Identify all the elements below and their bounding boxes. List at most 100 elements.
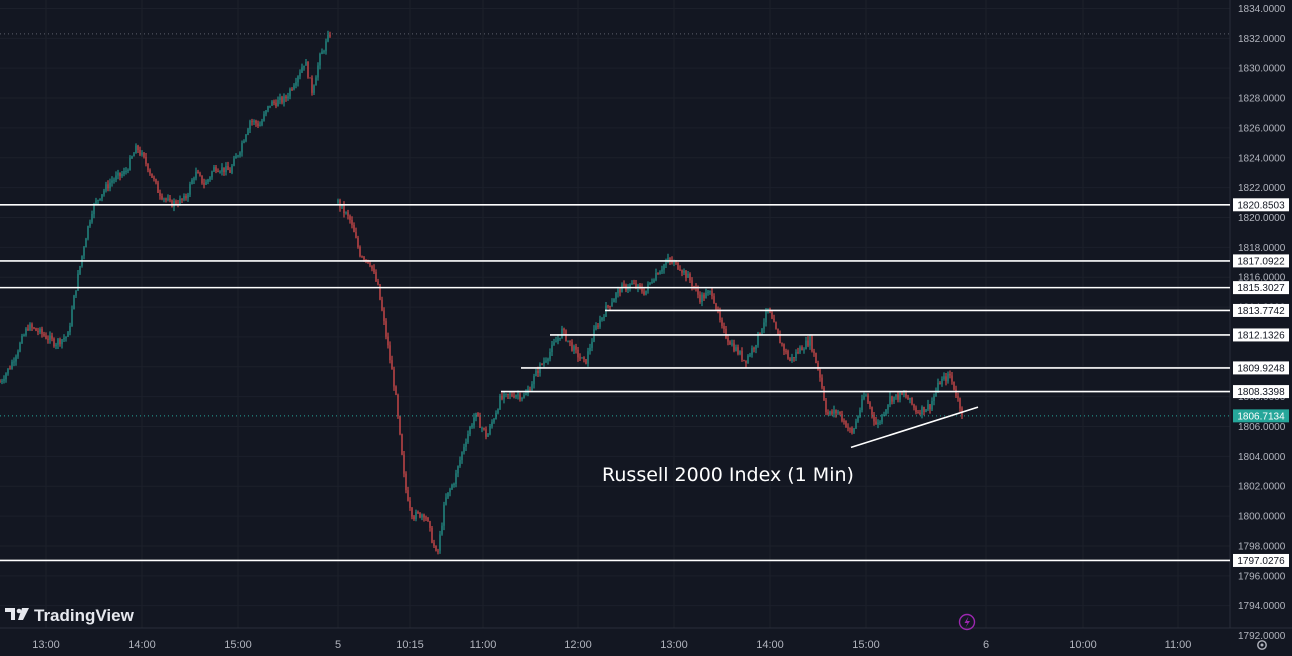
time-tick-label: 12:00 [564, 639, 592, 651]
candle-body [551, 344, 553, 353]
candle-body [867, 395, 869, 403]
candle-body [671, 260, 673, 264]
candle-body [731, 343, 733, 345]
candle-body [131, 156, 133, 159]
candle-body [303, 65, 305, 68]
price-tick-label: 1804.0000 [1238, 452, 1286, 463]
candle-body [783, 344, 785, 351]
candle-body [489, 426, 491, 435]
settings-gear-icon[interactable] [1257, 640, 1267, 650]
candle-body [573, 346, 575, 351]
candle-body [875, 421, 877, 425]
candle-body [687, 273, 689, 278]
candle-body [873, 414, 875, 422]
candle-body [587, 351, 589, 364]
candle-body [29, 324, 31, 330]
level-label-text: 1808.3398 [1237, 387, 1285, 398]
candle-body [211, 171, 213, 178]
trendline[interactable] [850, 406, 979, 449]
candle-body [803, 349, 805, 351]
candle-body [943, 376, 945, 379]
candle-body [901, 392, 903, 395]
candle-body [97, 199, 99, 201]
candle-body [955, 389, 957, 397]
candle-body [931, 400, 933, 410]
candle-body [169, 198, 171, 201]
candle-body [245, 134, 247, 141]
candle-body [921, 406, 923, 415]
time-tick-label: 13:00 [32, 639, 60, 651]
candle-body [321, 51, 323, 55]
candle-body [203, 183, 205, 185]
candle-body [643, 291, 645, 295]
candle-body [453, 483, 455, 485]
candle-body [571, 342, 573, 351]
candle-body [745, 360, 747, 363]
price-tick-label: 1834.0000 [1238, 4, 1286, 15]
candle-body [815, 352, 817, 363]
candle-body [373, 268, 375, 273]
candle-body [355, 232, 357, 238]
candle-body [709, 291, 711, 293]
level-label-text: 1812.1326 [1237, 330, 1285, 341]
candle-body [651, 282, 653, 284]
price-tick-label: 1828.0000 [1238, 94, 1286, 105]
level-price-labels: 1820.8503 1817.0922 1815.3027 1813.7742 1812… [1233, 198, 1289, 567]
candle-body [205, 181, 207, 185]
candle-body [431, 527, 433, 543]
level-label-box [1233, 198, 1289, 212]
candle-body [463, 446, 465, 453]
candle-body [51, 335, 53, 339]
candle-body [941, 378, 943, 385]
candle-body [419, 512, 421, 518]
support-resistance-levels[interactable] [0, 203, 1230, 562]
candle-body [135, 145, 137, 154]
candle-body [749, 354, 751, 356]
candle-body [501, 395, 503, 400]
candle-body [659, 271, 661, 275]
candle-body [317, 65, 319, 78]
candle-body [689, 273, 691, 281]
candle-body [389, 345, 391, 361]
candle-body [847, 427, 849, 429]
candle-body [733, 343, 735, 351]
candle-body [37, 330, 39, 333]
candle-body [765, 311, 767, 323]
candle-body [569, 340, 571, 343]
candle-body [703, 294, 705, 299]
candle-body [517, 394, 519, 396]
candle-body [79, 266, 81, 274]
candle-body [871, 407, 873, 415]
price-tick-label: 1818.0000 [1238, 243, 1286, 254]
ascending-trendline[interactable] [850, 406, 979, 449]
candle-body [263, 114, 265, 121]
candle-body [461, 452, 463, 461]
candle-body [383, 310, 385, 322]
candle-body [283, 96, 285, 103]
candle-body [235, 156, 237, 159]
candle-body [581, 357, 583, 359]
candle-body [853, 428, 855, 433]
candle-body [741, 351, 743, 360]
candle-body [951, 375, 953, 382]
candle-body [547, 358, 549, 361]
candle-body [669, 258, 671, 261]
lightning-icon[interactable] [958, 613, 976, 631]
candle-body [323, 51, 325, 53]
candle-body [313, 85, 315, 93]
candle-body [85, 238, 87, 248]
candle-body [379, 284, 381, 300]
candle-body [143, 152, 145, 157]
candle-body [343, 204, 345, 214]
price-tick-label: 1798.0000 [1238, 541, 1286, 552]
candle-body [397, 394, 399, 416]
candle-body [77, 273, 79, 291]
candle-body [483, 427, 485, 430]
candle-body [451, 484, 453, 490]
candle-body [249, 121, 251, 130]
candle-body [47, 338, 49, 340]
candle-body [381, 299, 383, 311]
candle-body [115, 175, 117, 180]
time-axis-ticks: 13:00 14:00 15:00 5 10:15 11:00 12:00 13:00 14:0… [32, 639, 1191, 651]
